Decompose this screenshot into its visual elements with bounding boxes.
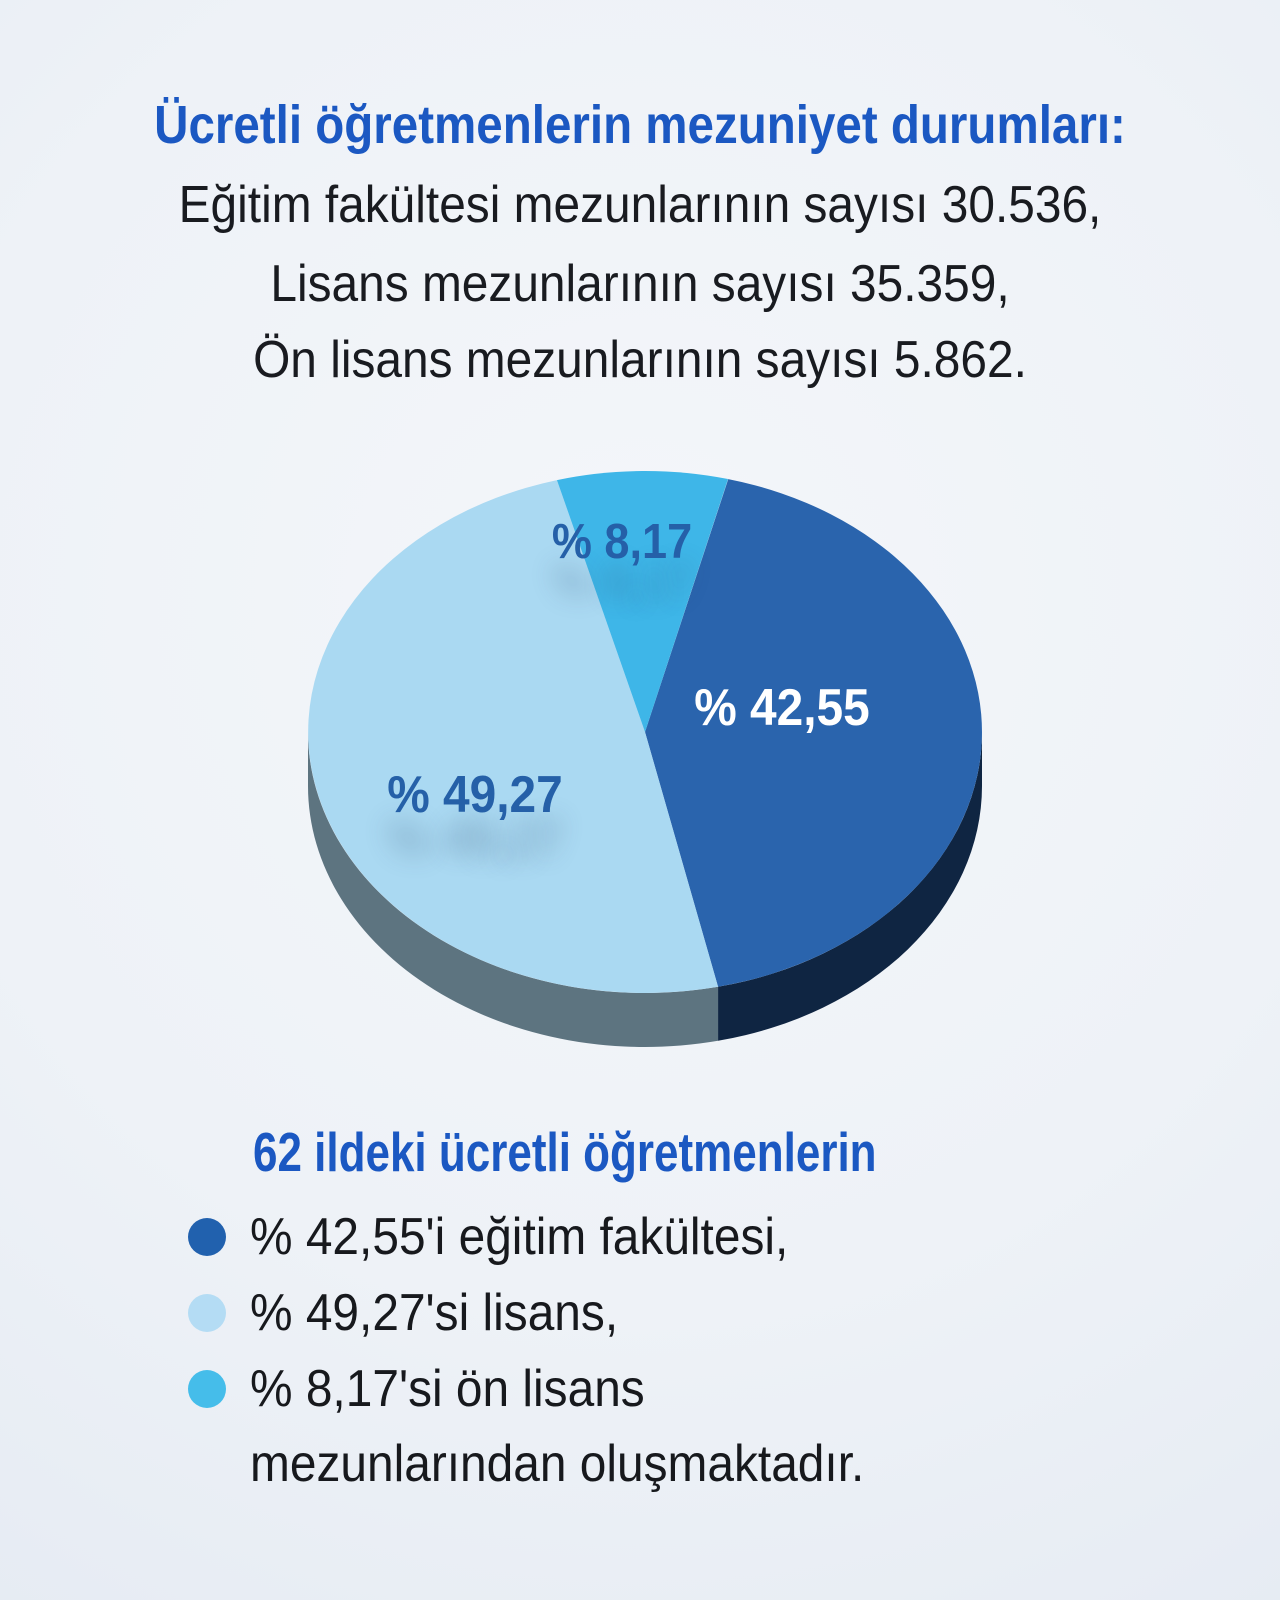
- pie-rim-lisans: [308, 732, 719, 1047]
- legend-item-on-lisans: % 8,17'si ön lisans: [188, 1357, 679, 1421]
- pie-rim-group: [308, 732, 982, 1047]
- pie-slice-lisans: [308, 480, 719, 993]
- legend-heading: 62 ildeki ücretli öğretmenlerin: [253, 1121, 877, 1183]
- page-title: Ücretli öğretmenlerin mezuniyet durumlar…: [154, 95, 1126, 155]
- legend-item-label: % 8,17'si ön lisans: [250, 1360, 645, 1418]
- subtitle-line-3: Ön lisans mezunlarının sayısı 5.862.: [253, 331, 1027, 389]
- pie-label-egitim-fakultesi: % 42,55: [694, 679, 870, 737]
- pie-slice-group: [308, 471, 982, 993]
- pie-rim-eğitim-fakültesi: [718, 732, 982, 1041]
- pie-slice-ön-lisans: [556, 471, 729, 732]
- subtitle-line-2: Lisans mezunlarının sayısı 35.359,: [270, 255, 1010, 313]
- legend-dot-dark-blue: [188, 1218, 226, 1256]
- pie-label-lisans: % 49,27: [387, 766, 563, 824]
- legend-item-lisans: % 49,27'si lisans,: [188, 1281, 650, 1345]
- legend-item-label: % 42,55'i eğitim fakültesi,: [250, 1208, 789, 1266]
- legend-item-label: mezunlarından oluşmaktadır.: [250, 1435, 865, 1493]
- legend-item-egitim-fakultesi: % 42,55'i eğitim fakültesi,: [188, 1205, 835, 1269]
- legend-dot-cyan: [188, 1370, 226, 1408]
- legend-item-label: % 49,27'si lisans,: [250, 1284, 619, 1342]
- pie-slice-eğitim-fakültesi: [645, 479, 982, 987]
- legend-dot-light-blue: [188, 1294, 226, 1332]
- legend-item-continuation: mezunlarından oluşmaktadır.: [188, 1432, 918, 1496]
- pie-label-on-lisans: % 8,17: [551, 515, 693, 569]
- subtitle-line-1: Eğitim fakültesi mezunlarının sayısı 30.…: [178, 176, 1102, 234]
